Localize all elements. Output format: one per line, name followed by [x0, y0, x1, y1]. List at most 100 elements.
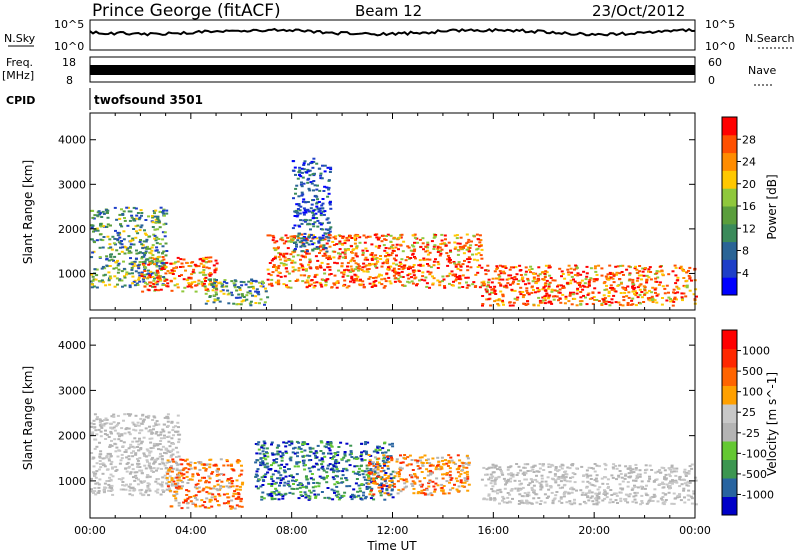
data-cell: [498, 278, 502, 281]
data-cell: [320, 441, 324, 444]
data-cell: [116, 231, 120, 234]
data-cell: [275, 240, 279, 243]
data-cell: [634, 304, 638, 307]
data-cell: [425, 459, 428, 462]
data-cell: [612, 463, 616, 466]
data-cell: [321, 254, 325, 257]
data-cell: [321, 198, 325, 200]
data-cell: [585, 275, 589, 278]
data-cell: [107, 479, 111, 482]
data-cell: [638, 302, 642, 305]
data-cell: [132, 446, 136, 449]
data-cell: [365, 488, 369, 490]
data-cell: [624, 473, 628, 476]
data-cell: [611, 476, 615, 479]
data-cell: [485, 290, 489, 293]
data-cell: [445, 472, 449, 475]
data-cell: [169, 466, 173, 469]
data-cell: [667, 273, 671, 276]
data-cell: [132, 243, 136, 246]
data-cell: [451, 284, 455, 287]
data-cell: [415, 284, 418, 287]
data-cell: [662, 467, 666, 469]
data-cell: [104, 438, 108, 440]
data-cell: [126, 413, 130, 416]
data-cell: [143, 285, 147, 288]
data-cell: [162, 437, 166, 440]
data-cell: [487, 278, 491, 281]
data-cell: [203, 277, 207, 280]
data-cell: [120, 457, 124, 460]
data-cell: [176, 430, 180, 433]
data-cell: [645, 291, 649, 294]
data-cell: [349, 450, 353, 453]
data-cell: [614, 499, 618, 502]
data-cell: [138, 261, 142, 263]
data-cell: [406, 256, 410, 259]
data-cell: [294, 241, 298, 244]
data-cell: [356, 490, 360, 493]
data-cell: [384, 472, 388, 474]
data-cell: [134, 414, 138, 417]
data-cell: [565, 501, 569, 504]
data-cell: [407, 268, 410, 270]
data-cell: [510, 288, 514, 291]
data-cell: [624, 499, 628, 502]
data-cell: [510, 474, 513, 477]
data-cell: [383, 484, 386, 487]
data-cell: [149, 465, 152, 468]
data-cell: [472, 234, 476, 237]
data-cell: [553, 474, 557, 477]
data-cell: [136, 421, 140, 424]
data-cell: [329, 468, 333, 471]
data-cell: [154, 209, 158, 212]
data-cell: [412, 264, 416, 266]
data-cell: [92, 423, 96, 426]
data-cell: [515, 463, 519, 465]
data-cell: [652, 480, 656, 483]
data-cell: [478, 264, 482, 267]
data-cell: [108, 243, 112, 246]
data-cell: [432, 260, 436, 263]
data-cell: [135, 214, 139, 217]
data-cell: [142, 264, 146, 266]
x-tick-label: 20:00: [578, 524, 610, 537]
data-cell: [240, 505, 244, 508]
data-cell: [469, 266, 473, 269]
data-cell: [171, 429, 175, 432]
colorbar-swatch: [722, 385, 737, 405]
data-cell: [99, 419, 102, 422]
data-cell: [561, 477, 565, 480]
data-cell: [375, 266, 379, 269]
data-cell: [93, 490, 97, 493]
data-cell: [612, 273, 616, 276]
data-cell: [453, 247, 457, 250]
data-cell: [422, 492, 426, 495]
data-cell: [630, 299, 634, 302]
data-cell: [119, 242, 123, 245]
data-cell: [565, 480, 569, 483]
data-cell: [337, 470, 341, 472]
data-cell: [269, 468, 273, 470]
data-cell: [356, 473, 360, 475]
data-cell: [261, 280, 265, 283]
data-cell: [345, 479, 349, 482]
data-cell: [598, 491, 601, 494]
data-cell: [131, 421, 135, 424]
data-cell: [104, 486, 108, 489]
data-cell: [226, 496, 230, 499]
data-cell: [399, 275, 403, 278]
data-cell: [127, 206, 130, 209]
colorbar-tick-label: 500: [742, 365, 763, 378]
data-cell: [200, 280, 204, 283]
x-tick-label: 16:00: [477, 524, 509, 537]
data-cell: [392, 483, 396, 485]
data-cell: [509, 477, 513, 480]
data-cell: [340, 265, 344, 268]
data-cell: [612, 281, 616, 284]
data-cell: [159, 440, 163, 442]
data-cell: [544, 294, 548, 297]
data-cell: [628, 493, 632, 496]
data-cell: [286, 258, 290, 261]
data-cell: [459, 247, 463, 250]
